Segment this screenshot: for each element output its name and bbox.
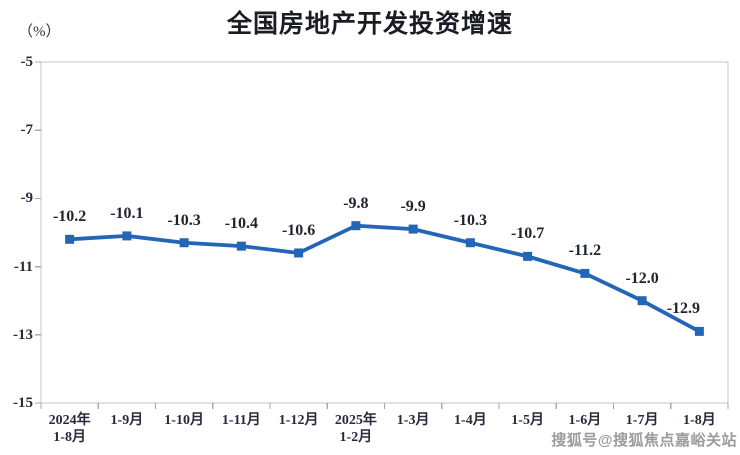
data-point-label: -10.6	[281, 221, 316, 239]
x-axis-category-label: 1-9月	[88, 412, 166, 429]
x-axis-category-line: 1-8月	[53, 430, 86, 445]
x-axis-category-line: 1-11月	[221, 413, 261, 428]
x-axis-category-label: 1-5月	[489, 412, 567, 429]
data-point-label: -10.1	[110, 204, 144, 222]
x-axis-category-line: 1-12月	[278, 413, 319, 428]
data-point-label: -10.3	[167, 211, 201, 229]
x-axis-category-label: 2025年 1-2月	[317, 412, 395, 446]
data-point-label: -9.9	[400, 198, 426, 216]
x-axis-category-label: 1-10月	[145, 412, 223, 429]
data-point-label: -10.7	[510, 225, 545, 243]
y-axis-tick-label: -7	[20, 122, 34, 139]
x-axis-category-label: 1-4月	[431, 412, 509, 429]
y-axis-tick-label: -11	[13, 258, 33, 275]
data-point-label: -12.0	[625, 269, 659, 287]
x-axis-category-label: 1-7月	[603, 412, 681, 429]
x-axis-category-line: 1-6月	[568, 413, 602, 428]
x-axis-category-label: 2024年 1-8月	[31, 412, 109, 446]
x-axis-category-label: 1-8月	[660, 412, 738, 429]
x-axis-category-line: 1-7月	[625, 413, 659, 428]
watermark: 搜狐号@搜狐焦点嘉峪关站	[551, 432, 737, 449]
data-point-label: -9.8	[343, 194, 369, 212]
data-point-label: -10.3	[453, 211, 488, 229]
chart-title: 全国房地产开发投资增速	[226, 10, 513, 38]
y-axis-tick-label: -9	[20, 190, 34, 207]
x-axis-category-line: 1-4月	[454, 413, 487, 428]
data-point-label: -11.2	[568, 242, 602, 260]
x-axis-category-line: 2025年	[334, 413, 377, 428]
data-point-label: -12.9	[666, 300, 701, 318]
y-axis-unit-label: （%）	[18, 24, 61, 40]
x-axis-category-line: 1-9月	[110, 413, 144, 428]
data-point-label: -10.2	[52, 208, 87, 226]
x-axis-category-line: 1-5月	[511, 413, 544, 428]
x-axis-category-label: 1-3月	[374, 412, 452, 429]
x-axis-category-line: 1-3月	[396, 413, 430, 428]
x-axis-category-label: 1-11月	[202, 412, 280, 429]
y-axis-tick-label: -15	[13, 395, 33, 411]
y-axis-tick-label: -13	[13, 326, 33, 343]
x-axis-category-line: 1-10月	[164, 413, 204, 428]
y-axis-tick-label: -5	[20, 54, 34, 70]
data-point-label: -10.4	[224, 215, 259, 233]
x-axis-category-line: 2024年	[48, 413, 91, 428]
x-axis-category-label: 1-6月	[546, 412, 624, 429]
x-axis-category-line: 1-8月	[683, 413, 716, 428]
x-axis-category-line: 1-2月	[339, 430, 373, 445]
x-axis-category-label: 1-12月	[260, 412, 338, 429]
